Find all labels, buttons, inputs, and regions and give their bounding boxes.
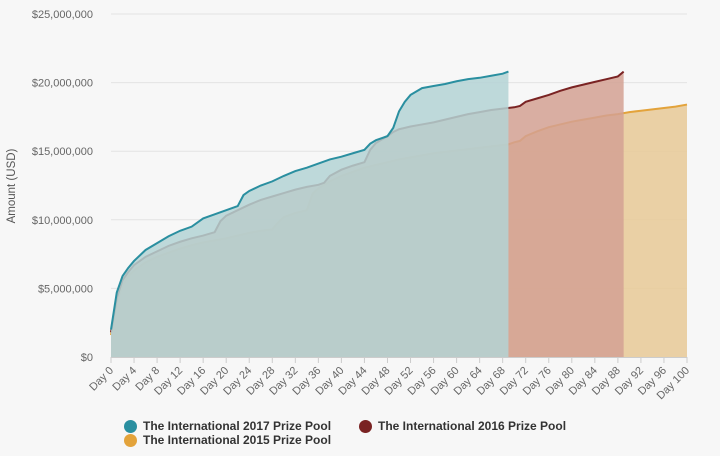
- legend-item-ti2017[interactable]: The International 2017 Prize Pool: [124, 419, 331, 433]
- y-tick-label: $0: [81, 352, 93, 364]
- y-tick-label: $20,000,000: [32, 78, 93, 90]
- y-tick-label: $10,000,000: [32, 215, 93, 227]
- x-tick-label: Day 4: [110, 365, 139, 394]
- legend-label-ti2015: The International 2015 Prize Pool: [143, 433, 332, 447]
- x-tick-label: Day 0: [87, 365, 116, 394]
- series-area-ti2017: [111, 71, 509, 358]
- y-tick-label: $5,000,000: [38, 283, 93, 295]
- legend-marker-ti2015: [124, 433, 137, 447]
- legend-marker-ti2017: [124, 419, 137, 433]
- prize-pool-area-chart: $0 $5,000,000 $10,000,000 $15,000,000 $20,00…: [6, 9, 692, 402]
- legend-marker-ti2016: [359, 419, 372, 433]
- chart-legend: The International 2017 Prize Pool The In…: [124, 419, 684, 451]
- legend-label-ti2017: The International 2017 Prize Pool: [143, 419, 332, 433]
- y-axis-title: Amount (USD): [6, 148, 18, 223]
- legend-item-ti2015[interactable]: The International 2015 Prize Pool: [124, 433, 331, 447]
- series-areas: [110, 70, 688, 358]
- series-line-ti2017: [110, 70, 509, 330]
- legend-item-ti2016[interactable]: The International 2016 Prize Pool: [359, 419, 566, 433]
- legend-label-ti2016: The International 2016 Prize Pool: [378, 419, 567, 433]
- y-tick-label: $25,000,000: [32, 9, 93, 21]
- y-tick-label: $15,000,000: [32, 146, 93, 158]
